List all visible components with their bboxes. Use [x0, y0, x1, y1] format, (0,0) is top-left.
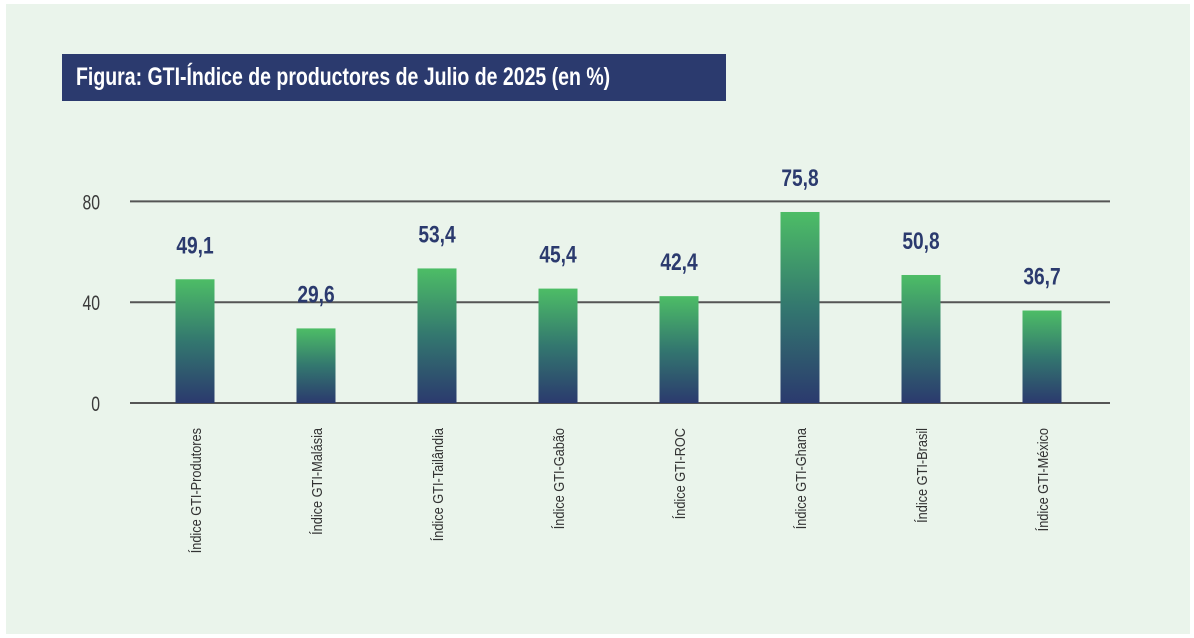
value-label: 42,4 [660, 248, 697, 276]
value-label: 29,6 [297, 280, 334, 308]
value-label: 36,7 [1023, 262, 1060, 290]
bar [538, 288, 578, 403]
bar [175, 279, 215, 403]
x-category-label: Índice GTI-Brasil [913, 428, 930, 523]
x-category-label: Índice GTI-Ghana [792, 428, 809, 529]
bar [780, 211, 820, 403]
bar [296, 328, 336, 403]
value-label: 53,4 [418, 220, 455, 248]
chart-title: Figura: GTI-Índice de productores de Jul… [76, 63, 611, 91]
chart-title-box: Figura: GTI-Índice de productores de Jul… [62, 54, 726, 101]
x-category-label: Índice GTI-Malásia [308, 428, 325, 535]
value-label: 75,8 [781, 164, 818, 192]
value-label: 50,8 [902, 227, 939, 255]
bar [1022, 310, 1062, 403]
value-label: 45,4 [539, 241, 576, 269]
bar [659, 296, 699, 403]
y-tick-label: 0 [91, 392, 100, 416]
bar [417, 268, 457, 403]
value-label: 49,1 [176, 231, 213, 259]
bar [901, 274, 941, 403]
x-category-label: Índice GTI-Gabão [550, 428, 567, 529]
y-tick-label: 40 [82, 291, 100, 315]
x-category-label: Índice GTI-Tailândia [429, 428, 446, 542]
x-category-label: Índice GTI-ROC [671, 428, 688, 519]
x-category-label: Índice GTI-México [1034, 428, 1051, 532]
y-tick-label: 80 [82, 190, 100, 214]
x-category-label: Índice GTI-Produtores [187, 428, 204, 553]
